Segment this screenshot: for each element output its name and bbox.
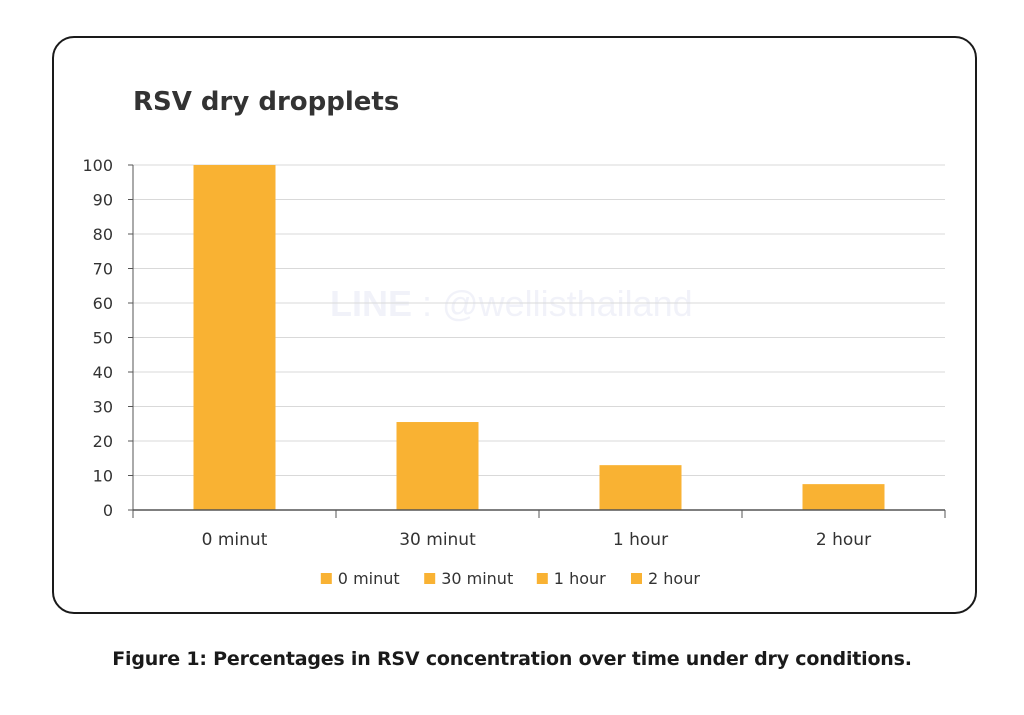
y-tick-label: 30	[93, 398, 113, 417]
legend-swatch	[631, 573, 642, 584]
legend-label: 0 minut	[338, 569, 400, 588]
legend-swatch	[320, 573, 332, 584]
y-tick-label: 50	[93, 329, 113, 348]
legend: 0 minut 30 minut 1 hour 2 hour	[320, 569, 700, 588]
bar	[193, 165, 276, 510]
bar	[599, 465, 682, 510]
x-tick-label: 30 minut	[399, 530, 476, 550]
y-tick-label: 80	[93, 225, 113, 244]
bar-chart: RSV dry dropplets 0 10 20 30 40 50 60 70 80 90 100…	[82, 87, 946, 588]
legend-label: 2 hour	[648, 569, 700, 588]
x-tick-label: 2 hour	[816, 530, 871, 550]
x-tick-label: 1 hour	[613, 530, 668, 550]
legend-swatch	[424, 573, 436, 584]
y-tick-label: 20	[93, 432, 113, 451]
y-tick-label: 60	[93, 294, 113, 313]
chart-title: RSV dry dropplets	[133, 87, 399, 117]
axes: 0 10 20 30 40 50 60 70 80 90 100 0 minut 30 minut 1 h…	[82, 156, 946, 550]
bar	[396, 422, 479, 510]
y-tick-label: 90	[93, 191, 113, 210]
y-tick-label: 70	[93, 260, 113, 279]
x-tick-label: 0 minut	[202, 530, 268, 550]
y-tick-label: 10	[93, 467, 113, 486]
y-tick-label: 0	[103, 501, 113, 520]
bar	[802, 484, 885, 510]
figure-caption: Figure 1: Percentages in RSV concentrati…	[112, 648, 912, 670]
y-tick-label: 100	[82, 156, 113, 175]
legend-swatch	[536, 573, 548, 584]
bars	[193, 165, 885, 510]
y-tick-label: 40	[93, 363, 113, 382]
legend-label: 30 minut	[441, 569, 513, 588]
legend-label: 1 hour	[554, 569, 606, 588]
